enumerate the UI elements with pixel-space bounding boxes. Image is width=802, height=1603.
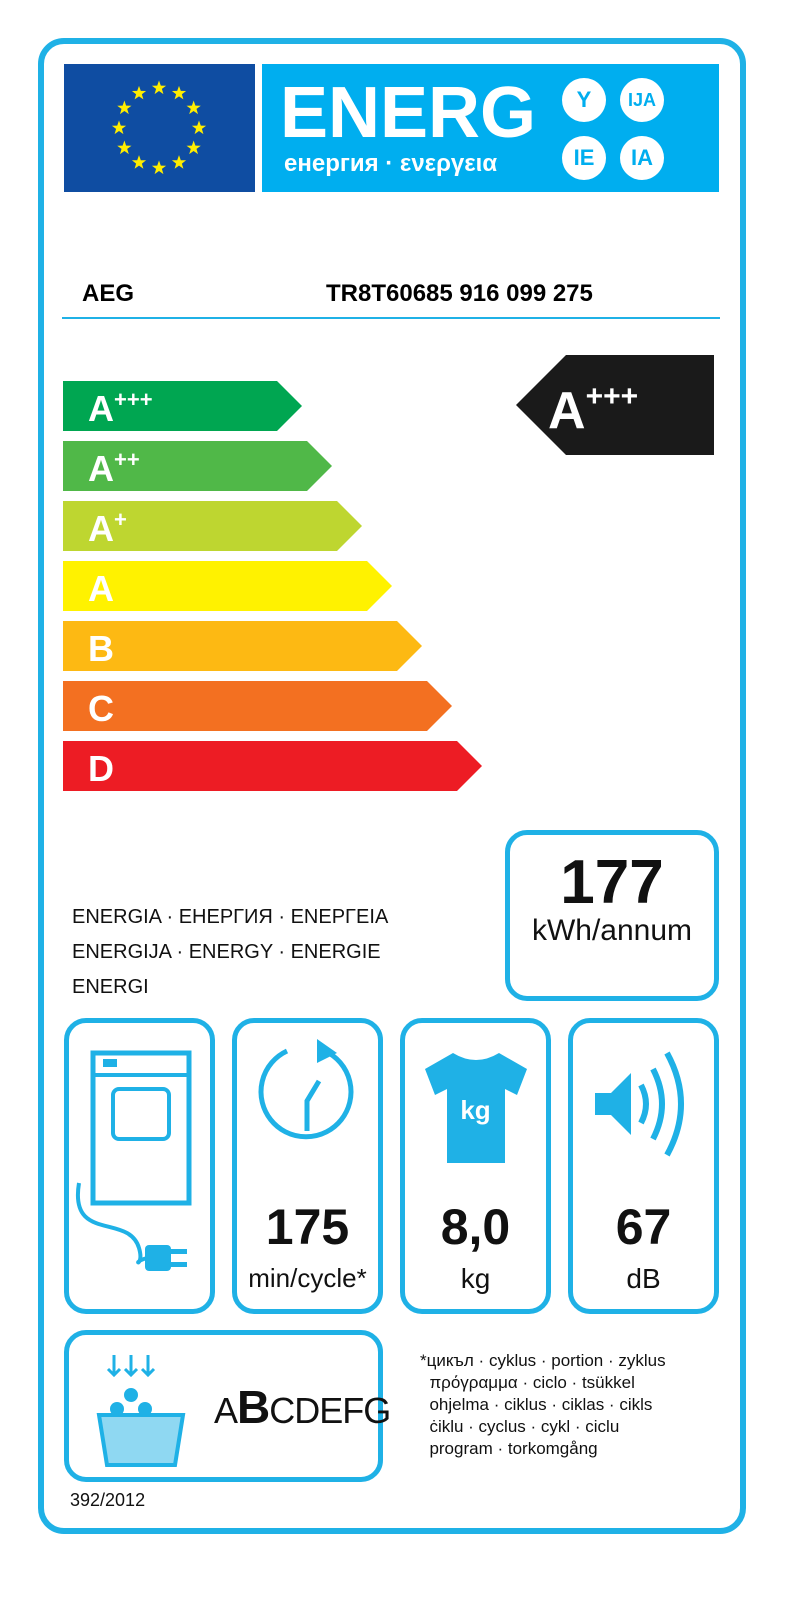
noise-unit: dB <box>626 1263 661 1294</box>
energy-header: ENERG енергия · ενεργεια Y IJA IE IA <box>262 64 719 192</box>
star-icon <box>131 85 147 100</box>
header-subtitle: енергия · ενεργεια <box>284 150 498 177</box>
rating-label: A+++ <box>548 380 638 440</box>
header-title: ENERG <box>280 73 537 153</box>
suffix-badge: IJA <box>620 78 664 122</box>
dryer-condenser-icon <box>75 1050 192 1271</box>
efficiency-bar <box>63 501 362 551</box>
cycle-time-box: 175 min/cycle* <box>232 1018 383 1314</box>
eu-flag <box>64 64 255 192</box>
energy-value: 177 <box>560 848 664 917</box>
star-icon <box>186 100 201 115</box>
cycle-time-value: 175 <box>265 1199 350 1255</box>
noise-value: 67 <box>615 1199 672 1255</box>
scale-letter: A <box>214 1390 238 1431</box>
condensation-box <box>64 1330 383 1482</box>
efficiency-bar <box>63 381 302 431</box>
rating-arrow <box>516 355 714 455</box>
efficiency-bar <box>63 621 422 671</box>
star-icon <box>191 120 207 135</box>
label-frame <box>38 38 746 1534</box>
model-number: TR8T60685 916 099 275 <box>326 280 593 307</box>
dryer-type-box <box>64 1018 215 1314</box>
star-icon <box>151 160 167 175</box>
efficiency-bar <box>63 681 452 731</box>
star-icon <box>117 100 132 115</box>
star-icon <box>131 155 147 169</box>
efficiency-bar <box>63 561 392 611</box>
efficiency-class-label: B <box>88 628 114 669</box>
energy-consumption-box: 177 kWh/annum <box>505 830 719 1001</box>
divider <box>62 317 720 319</box>
regulation-number: 392/2012 <box>70 1490 146 1510</box>
cycle-footnote: *цикъл · cyklus · portion · zyklus πρόγρ… <box>420 1351 666 1458</box>
energy-label-line: ENERGI <box>72 976 149 998</box>
clock-cycle-icon <box>258 1039 354 1140</box>
star-icon <box>186 140 201 155</box>
suffix-badge: Y <box>562 78 606 122</box>
scale-letters: CDEFG <box>269 1390 391 1431</box>
star-icon <box>171 85 187 100</box>
capacity-value: 8,0 <box>440 1199 511 1255</box>
suffix-badge: IE <box>562 136 606 180</box>
energy-label-line: ENERGIA · ЕНЕРГИЯ · ΕΝΕΡΓΕΙΑ <box>72 906 389 928</box>
cycle-time-unit: min/cycle* <box>248 1263 367 1293</box>
brand-name: AEG <box>82 280 135 307</box>
water-drops-icon <box>96 1355 186 1467</box>
tshirt-kg-icon <box>425 1053 527 1163</box>
noise-box: 67 dB <box>568 1018 719 1314</box>
capacity-box: kg 8,0 kg <box>400 1018 551 1314</box>
star-icon <box>151 80 167 95</box>
energy-label-line: ENERGIJA · ENERGY · ENERGIE <box>72 941 381 963</box>
star-icon <box>111 120 127 135</box>
condensation-scale: ABCDEFG <box>214 1380 391 1434</box>
energy-multilingual-label: ENERGIA · ЕНЕРГИЯ · ΕΝΕΡΓΕΙΑ ENERGIJA · … <box>72 900 492 1005</box>
suffix-badge: IA <box>620 136 664 180</box>
efficiency-class-label: D <box>88 748 114 789</box>
star-icon <box>171 155 187 169</box>
eu-stars-icon <box>111 80 207 175</box>
efficiency-class-label: A <box>88 568 114 609</box>
efficiency-bar <box>63 741 482 791</box>
efficiency-bar <box>63 441 332 491</box>
speaker-noise-icon <box>595 1051 684 1157</box>
efficiency-class-label: C <box>88 688 114 729</box>
star-icon <box>117 140 132 155</box>
capacity-unit: kg <box>460 1263 491 1294</box>
energy-unit: kWh/annum <box>531 914 693 947</box>
tshirt-kg-text: kg <box>460 1095 491 1125</box>
scale-current-letter: B <box>237 1381 270 1433</box>
